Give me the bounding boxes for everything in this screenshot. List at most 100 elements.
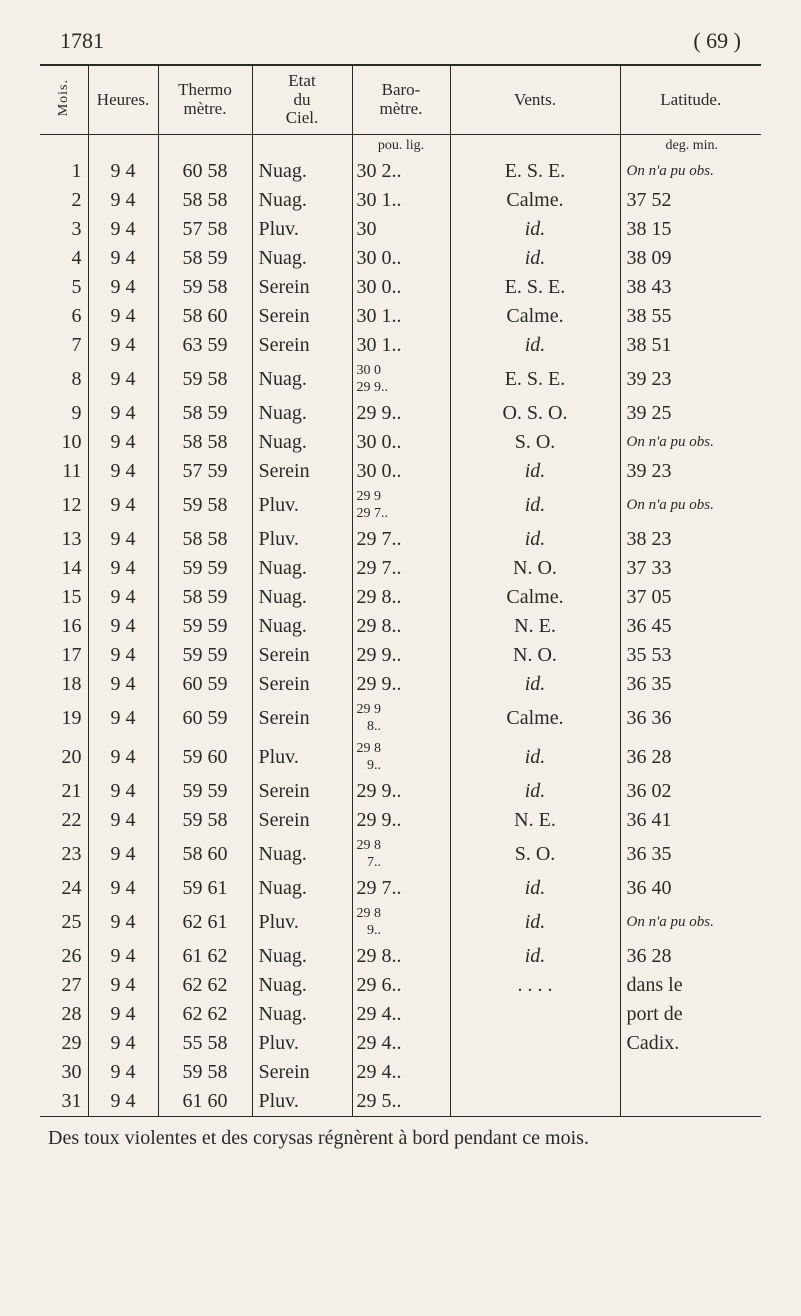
cell-lat: 36 36 — [620, 699, 761, 738]
cell-heures: 9 4 — [88, 1000, 158, 1029]
cell-vents — [450, 1087, 620, 1116]
cell-vents: O. S. O. — [450, 399, 620, 428]
cell-heures: 9 4 — [88, 738, 158, 777]
table-row: 279 462 62Nuag.29 6... . . .dans le — [40, 971, 761, 1000]
cell-baro: 29 9 8.. — [352, 699, 450, 738]
page-header: 1781 ( 69 ) — [40, 28, 761, 54]
cell-vents: id. — [450, 457, 620, 486]
table-row: 219 459 59Serein29 9..id.36 02 — [40, 777, 761, 806]
cell-mois: 5 — [40, 273, 88, 302]
cell-lat: 38 15 — [620, 215, 761, 244]
cell-baro: 29 4.. — [352, 1058, 450, 1087]
cell-mois: 3 — [40, 215, 88, 244]
cell-thermo: 58 58 — [158, 428, 252, 457]
cell-lat: 36 28 — [620, 942, 761, 971]
cell-heures: 9 4 — [88, 244, 158, 273]
cell-lat: 36 45 — [620, 612, 761, 641]
cell-etat: Serein — [252, 1058, 352, 1087]
cell-thermo: 59 59 — [158, 641, 252, 670]
cell-mois: 22 — [40, 806, 88, 835]
cell-baro: 29 9.. — [352, 806, 450, 835]
cell-vents: id. — [450, 942, 620, 971]
cell-lat — [620, 1058, 761, 1087]
cell-lat: 39 25 — [620, 399, 761, 428]
cell-heures: 9 4 — [88, 486, 158, 525]
cell-mois: 16 — [40, 612, 88, 641]
cell-thermo: 59 59 — [158, 554, 252, 583]
col-heures: Heures. — [88, 66, 158, 135]
cell-etat: Nuag. — [252, 554, 352, 583]
table-row: 169 459 59Nuag.29 8..N. E.36 45 — [40, 612, 761, 641]
table-row: 59 459 58Serein30 0..E. S. E.38 43 — [40, 273, 761, 302]
cell-vents: Calme. — [450, 699, 620, 738]
table-row: 309 459 58Serein29 4.. — [40, 1058, 761, 1087]
cell-baro: 30 1.. — [352, 186, 450, 215]
cell-thermo: 59 58 — [158, 360, 252, 399]
cell-heures: 9 4 — [88, 583, 158, 612]
cell-thermo: 58 58 — [158, 525, 252, 554]
cell-mois: 27 — [40, 971, 88, 1000]
table-row: 229 459 58Serein29 9..N. E.36 41 — [40, 806, 761, 835]
cell-baro: 30 1.. — [352, 331, 450, 360]
cell-thermo: 58 60 — [158, 302, 252, 331]
table-row: 269 461 62Nuag.29 8..id.36 28 — [40, 942, 761, 971]
cell-thermo: 62 62 — [158, 1000, 252, 1029]
cell-heures: 9 4 — [88, 554, 158, 583]
footnote: Des toux violentes et des corysas régnèr… — [40, 1127, 761, 1150]
cell-vents: id. — [450, 215, 620, 244]
cell-lat: 36 41 — [620, 806, 761, 835]
cell-mois: 29 — [40, 1029, 88, 1058]
cell-thermo: 60 58 — [158, 157, 252, 186]
cell-heures: 9 4 — [88, 273, 158, 302]
cell-baro: 30 0.. — [352, 273, 450, 302]
cell-etat: Nuag. — [252, 835, 352, 874]
cell-heures: 9 4 — [88, 1087, 158, 1116]
cell-lat: 36 35 — [620, 835, 761, 874]
cell-etat: Nuag. — [252, 583, 352, 612]
cell-vents: id. — [450, 874, 620, 903]
cell-mois: 8 — [40, 360, 88, 399]
col-vents: Vents. — [450, 66, 620, 135]
cell-etat: Nuag. — [252, 1000, 352, 1029]
cell-lat: 38 23 — [620, 525, 761, 554]
cell-baro: 29 8.. — [352, 942, 450, 971]
cell-heures: 9 4 — [88, 903, 158, 942]
cell-vents: id. — [450, 525, 620, 554]
year: 1781 — [60, 28, 104, 54]
cell-heures: 9 4 — [88, 399, 158, 428]
cell-thermo: 59 59 — [158, 777, 252, 806]
cell-baro: 30 0.. — [352, 457, 450, 486]
cell-baro: 29 6.. — [352, 971, 450, 1000]
cell-thermo: 59 58 — [158, 273, 252, 302]
cell-vents: N. O. — [450, 641, 620, 670]
cell-heures: 9 4 — [88, 186, 158, 215]
table-row: 259 462 61Pluv.29 8 9..id.On n'a pu obs. — [40, 903, 761, 942]
cell-vents: . . . . — [450, 971, 620, 1000]
cell-mois: 30 — [40, 1058, 88, 1087]
cell-vents: id. — [450, 738, 620, 777]
cell-baro: 29 7.. — [352, 874, 450, 903]
cell-thermo: 59 60 — [158, 738, 252, 777]
table-row: 29 458 58Nuag.30 1..Calme.37 52 — [40, 186, 761, 215]
cell-thermo: 60 59 — [158, 670, 252, 699]
cell-mois: 4 — [40, 244, 88, 273]
cell-lat: 37 52 — [620, 186, 761, 215]
cell-mois: 9 — [40, 399, 88, 428]
cell-mois: 17 — [40, 641, 88, 670]
cell-etat: Serein — [252, 302, 352, 331]
cell-thermo: 59 61 — [158, 874, 252, 903]
col-latitude: Latitude. — [620, 66, 761, 135]
cell-etat: Pluv. — [252, 1029, 352, 1058]
cell-etat: Nuag. — [252, 942, 352, 971]
cell-etat: Pluv. — [252, 525, 352, 554]
table-row: 119 457 59Serein30 0..id.39 23 — [40, 457, 761, 486]
table-row: 149 459 59Nuag.29 7..N. O.37 33 — [40, 554, 761, 583]
cell-heures: 9 4 — [88, 670, 158, 699]
cell-heures: 9 4 — [88, 777, 158, 806]
table-row: 239 458 60Nuag.29 8 7..S. O.36 35 — [40, 835, 761, 874]
table-header-row: Mois. Heures. Thermo mètre. Etat du Ciel… — [40, 66, 761, 135]
cell-baro: 29 9.. — [352, 641, 450, 670]
cell-lat: 38 43 — [620, 273, 761, 302]
cell-vents: id. — [450, 331, 620, 360]
table-row: 189 460 59Serein29 9..id.36 35 — [40, 670, 761, 699]
